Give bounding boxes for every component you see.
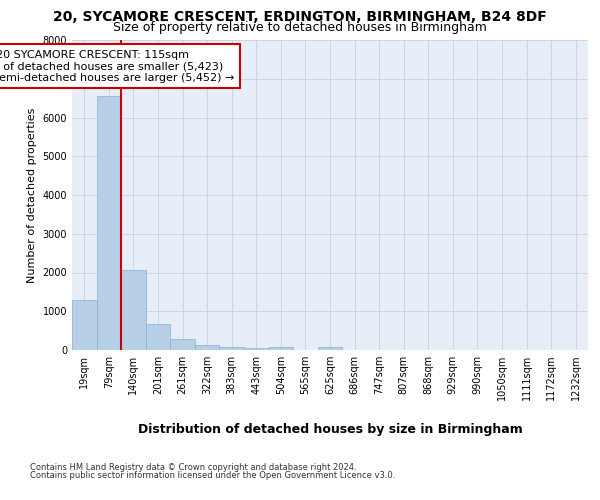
Bar [170, 338, 195, 350]
Bar [97, 96, 121, 350]
Bar [244, 348, 269, 350]
Text: Contains HM Land Registry data © Crown copyright and database right 2024.: Contains HM Land Registry data © Crown c… [30, 464, 356, 472]
Text: 20, SYCAMORE CRESCENT, ERDINGTON, BIRMINGHAM, B24 8DF: 20, SYCAMORE CRESCENT, ERDINGTON, BIRMIN… [53, 10, 547, 24]
Bar [195, 344, 220, 350]
Bar [220, 346, 244, 350]
Text: Size of property relative to detached houses in Birmingham: Size of property relative to detached ho… [113, 21, 487, 34]
Bar [72, 300, 97, 350]
Text: Contains public sector information licensed under the Open Government Licence v3: Contains public sector information licen… [30, 471, 395, 480]
Bar [318, 348, 342, 350]
Bar [269, 347, 293, 350]
Bar [146, 324, 170, 350]
Y-axis label: Number of detached properties: Number of detached properties [27, 108, 37, 282]
Text: 20 SYCAMORE CRESCENT: 115sqm
← 49% of detached houses are smaller (5,423)
50% of: 20 SYCAMORE CRESCENT: 115sqm ← 49% of de… [0, 50, 235, 83]
Text: Distribution of detached houses by size in Birmingham: Distribution of detached houses by size … [137, 422, 523, 436]
Bar [121, 270, 146, 350]
